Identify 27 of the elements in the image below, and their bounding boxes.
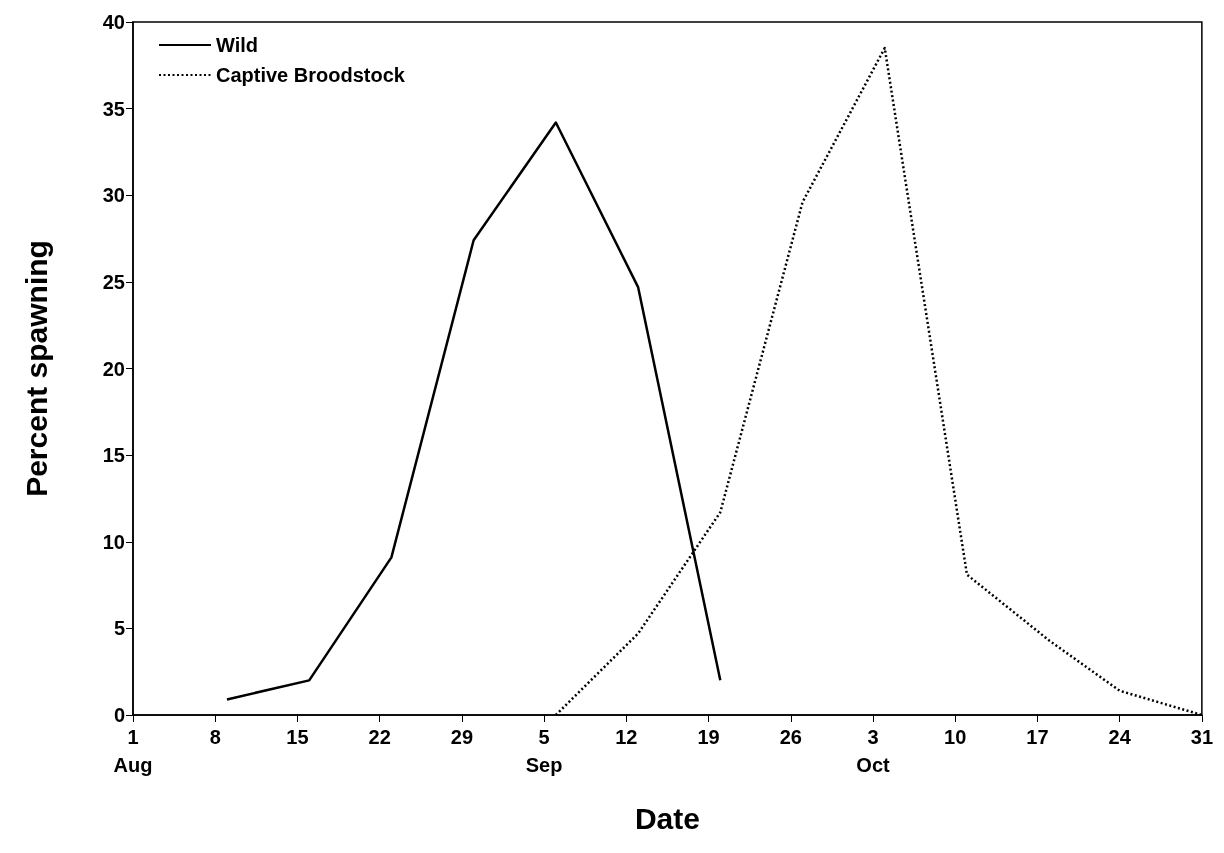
x-tick-label: 24 <box>1108 726 1132 748</box>
y-tick-label: 35 <box>102 97 125 120</box>
x-tick-label: 22 <box>368 726 391 748</box>
x-tick-label: 8 <box>209 726 221 748</box>
legend-label: Wild <box>216 34 259 56</box>
y-tick-label: 0 <box>113 704 125 726</box>
x-tick-label: 19 <box>697 726 720 748</box>
x-tick-label: 5 Sep <box>525 726 563 776</box>
x-tick-label: 1 Aug <box>113 726 153 776</box>
y-axis-title: Percent spawning <box>19 240 53 497</box>
x-tick-label: 31 <box>1190 726 1213 748</box>
x-tick-label: 3 Oct <box>856 726 890 776</box>
y-tick-label: 40 <box>102 11 125 33</box>
legend-label: Captive Broodstock <box>216 64 406 86</box>
y-tick-label: 10 <box>102 530 125 553</box>
y-tick-label: 20 <box>102 357 125 380</box>
x-tick-label: 12 <box>615 726 638 748</box>
y-tick-label: 30 <box>102 184 125 207</box>
x-tick-label: 15 <box>286 726 309 748</box>
y-tick-label: 15 <box>102 444 125 467</box>
x-tick-label: 26 <box>779 726 802 748</box>
x-tick-label: 17 <box>1026 726 1049 748</box>
x-axis-title: Date <box>634 801 700 835</box>
x-tick-label: 10 <box>944 726 967 748</box>
y-tick-label: 5 <box>113 617 125 640</box>
y-tick-label: 25 <box>102 270 125 293</box>
x-tick-label: 29 <box>450 726 474 748</box>
